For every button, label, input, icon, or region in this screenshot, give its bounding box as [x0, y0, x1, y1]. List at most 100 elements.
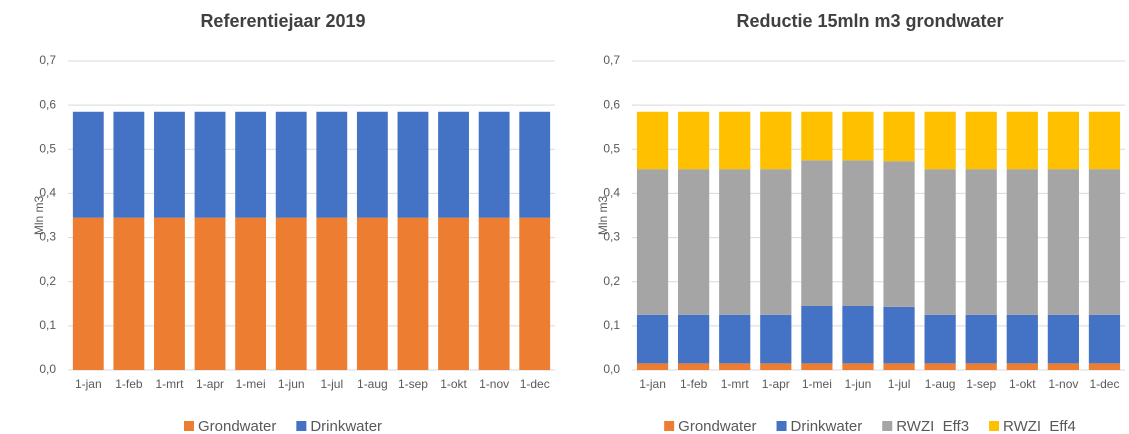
y-tick-label: 0,0: [39, 362, 56, 376]
bar-segment: [1006, 363, 1038, 370]
bar-segment: [842, 305, 874, 364]
bar-segment: [1047, 111, 1079, 170]
bar-segment: [275, 217, 307, 370]
x-tick-label: 1-jan: [639, 377, 666, 391]
legend: Grondwater Drinkwater: [183, 418, 382, 434]
bar-segment: [678, 314, 710, 364]
x-tick-label: 1-aug: [925, 377, 956, 391]
bar-segment: [1006, 111, 1038, 170]
bar-segment: [478, 217, 510, 370]
bar-segment: [883, 363, 915, 370]
bar-segment: [924, 111, 956, 170]
x-tick-label: 1-mei: [236, 377, 266, 391]
bar-segment: [801, 305, 833, 364]
x-tick-label: 1-jul: [320, 377, 343, 391]
legend-label: Grondwater: [678, 418, 756, 434]
bar-segment: [235, 111, 267, 218]
bar-segment: [1006, 314, 1038, 364]
bar-segment: [1047, 363, 1079, 370]
y-tick-label: 0,0: [603, 362, 620, 376]
y-tick-label: 0,5: [603, 141, 620, 155]
chart-title: Referentiejaar 2019: [200, 11, 365, 31]
bar-segment: [760, 111, 792, 170]
legend-swatch: [989, 421, 1000, 431]
y-tick-label: 0,5: [39, 141, 56, 155]
bar-segment: [72, 111, 104, 218]
bar-segment: [316, 111, 348, 218]
x-tick-label: 1-okt: [1009, 377, 1036, 391]
bar-segment: [842, 111, 874, 161]
legend-label: Grondwater: [198, 418, 276, 434]
bar-segment: [154, 217, 185, 370]
y-axis-label: Mln m3: [32, 196, 46, 236]
bar-segment: [519, 111, 551, 218]
legend-swatch: [882, 421, 893, 431]
bar-segment: [1047, 169, 1079, 315]
bar-segment: [678, 111, 710, 170]
bar-segment: [760, 363, 792, 370]
bar-segment: [438, 217, 469, 370]
bar-segment: [478, 111, 510, 218]
x-tick-label: 1-jan: [75, 377, 102, 391]
legend-label: RWZI Eff3: [896, 418, 969, 434]
bar-segment: [719, 111, 751, 170]
bar-segment: [678, 363, 710, 370]
bar-segment: [924, 169, 956, 315]
x-tick-label: 1-nov: [479, 377, 509, 391]
x-tick-label: 1-mrt: [155, 377, 184, 391]
bar-segment: [842, 363, 874, 370]
bar-segment: [801, 363, 833, 370]
x-tick-label: 1-jun: [845, 377, 872, 391]
y-tick-label: 0,2: [39, 274, 56, 288]
legend-swatch: [664, 421, 675, 431]
bar-segment: [883, 161, 915, 307]
bar-segment: [636, 314, 669, 364]
y-tick-label: 0,1: [39, 318, 56, 332]
bar-segment: [924, 363, 956, 370]
bar-segment: [801, 111, 833, 161]
bar-segment: [842, 160, 874, 306]
x-tick-label: 1-nov: [1048, 377, 1078, 391]
x-tick-label: 1-dec: [520, 377, 550, 391]
bar-segment: [636, 169, 669, 315]
bar-segment: [1088, 363, 1121, 370]
bar-segment: [1088, 169, 1121, 315]
x-tick-label: 1-jun: [278, 377, 305, 391]
bar-segment: [965, 363, 997, 370]
legend-label: Drinkwater: [791, 418, 863, 434]
bar-segment: [356, 111, 388, 218]
x-tick-label: 1-sep: [398, 377, 428, 391]
bar-segment: [719, 314, 751, 364]
bar-segment: [316, 217, 348, 370]
bar-segment: [965, 169, 997, 315]
bar-segment: [397, 217, 429, 370]
bar-segment: [883, 111, 915, 162]
bar-segment: [275, 111, 307, 218]
bar-segment: [194, 111, 226, 218]
y-tick-label: 0,7: [39, 53, 56, 67]
bar-segment: [113, 217, 145, 370]
y-tick-label: 0,3: [39, 230, 56, 244]
bar-segment: [113, 111, 145, 218]
y-tick-label: 0,6: [603, 97, 620, 111]
x-tick-label: 1-aug: [357, 377, 388, 391]
bar-segment: [1088, 111, 1121, 170]
x-tick-label: 1-mrt: [721, 377, 750, 391]
bar-segment: [519, 217, 551, 370]
bar-segment: [636, 111, 669, 170]
bar-segment: [883, 306, 915, 364]
bar-segment: [760, 169, 792, 315]
legend: Grondwater Drinkwater RWZI Eff3 RWZI Eff4: [664, 418, 1076, 434]
legend-swatch: [776, 421, 787, 431]
x-tick-label: 1-feb: [115, 377, 143, 391]
bar-segment: [719, 169, 751, 315]
y-tick-label: 0,7: [603, 53, 620, 67]
chart-title: Reductie 15mln m3 grondwater: [736, 11, 1003, 31]
bar-segment: [636, 363, 669, 370]
bar-segment: [760, 314, 792, 364]
bar-segment: [924, 314, 956, 364]
bar-segment: [965, 314, 997, 364]
bar-segment: [154, 111, 185, 218]
